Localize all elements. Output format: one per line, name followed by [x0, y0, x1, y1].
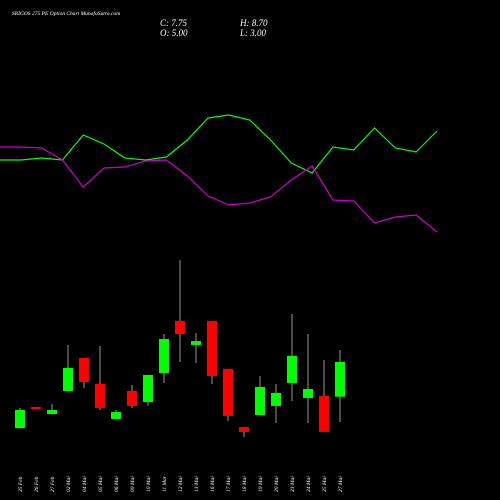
low-label: L: 3.00	[239, 28, 267, 38]
candle-body	[31, 406, 41, 409]
candle-body	[255, 386, 265, 416]
candle-body	[143, 375, 153, 403]
candle-body	[15, 409, 25, 429]
x-tick-label: 05 Mar	[98, 475, 104, 492]
candle-body	[95, 383, 105, 408]
chart-title: SRIGOS 275 PE Option Chart MunafaSutra.c…	[12, 10, 120, 17]
candle-body	[191, 341, 201, 345]
open-label: O: 5.00	[160, 28, 188, 38]
x-tick-label: 12 Mar	[178, 475, 184, 492]
x-tick-label: 06 Mar	[114, 475, 120, 492]
candle-body	[287, 355, 297, 383]
candle-body	[159, 339, 169, 373]
candle-body	[303, 389, 313, 398]
candle-body	[239, 427, 249, 432]
candle-body	[79, 357, 89, 382]
candle-body	[175, 320, 185, 334]
candle-body	[335, 361, 345, 397]
candle-body	[47, 409, 57, 415]
x-tick-label: 04 Mar	[81, 475, 88, 492]
candle-body	[127, 391, 137, 406]
x-tick-label: 16 Mar	[210, 475, 216, 492]
x-tick-label: 13 Mar	[194, 475, 200, 492]
x-tick-label: 02 Mar	[66, 475, 72, 492]
indicator-line	[0, 146, 438, 233]
x-tick-label: 11 Mar	[162, 475, 168, 492]
close-label: C: 7.75	[160, 18, 188, 28]
x-tick-label: 18 Mar	[242, 475, 248, 492]
x-tick-label: 25 Mar	[322, 475, 328, 492]
candle-body	[111, 411, 121, 419]
x-tick-label: 23 Mar	[290, 475, 296, 492]
x-tick-label: 20 Mar	[274, 475, 280, 492]
candle-body	[319, 395, 329, 432]
x-tick-label: 27 Feb	[50, 476, 56, 492]
indicator-line	[0, 114, 438, 174]
x-tick-label: 26 Feb	[34, 476, 40, 492]
x-tick-label: 27 Mar	[338, 475, 344, 492]
x-tick-label: 25 Feb	[18, 476, 24, 492]
x-tick-label: 24 Mar	[305, 475, 312, 492]
x-tick-label: 19 Mar	[258, 475, 264, 492]
x-tick-label: 10 Mar	[146, 475, 152, 492]
candle-body	[223, 368, 233, 416]
candle-body	[63, 367, 73, 392]
candle-body	[271, 392, 281, 406]
high-label: H: 8.70	[239, 18, 268, 28]
candle-body	[207, 320, 217, 377]
x-tick-label: 09 Mar	[130, 475, 136, 492]
x-tick-label: 17 Mar	[226, 475, 232, 492]
